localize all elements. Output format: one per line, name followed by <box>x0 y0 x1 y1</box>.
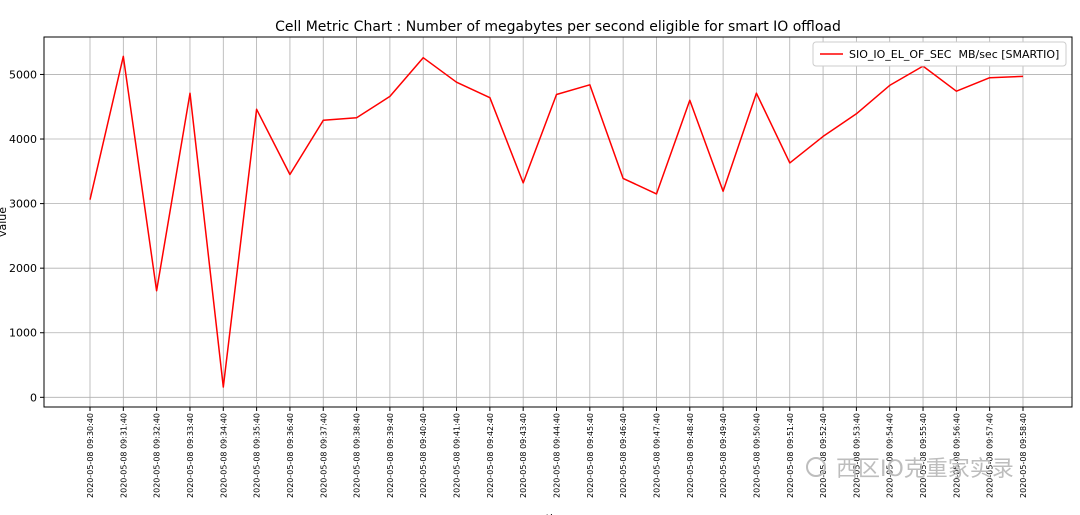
data-point <box>822 135 825 138</box>
data-point <box>355 116 358 119</box>
x-tick-label: 2020-05-08 09:42:40 <box>486 413 495 498</box>
x-tick-label: 2020-05-08 09:31:40 <box>119 413 128 498</box>
y-tick-label: 1000 <box>9 327 37 340</box>
data-point <box>555 93 558 96</box>
data-point <box>322 119 325 122</box>
data-point <box>422 56 425 59</box>
x-tick-label: 2020-05-08 09:30:40 <box>86 413 95 498</box>
y-axis-ticks: 0 1000 2000 3000 4000 5000 <box>9 68 44 404</box>
x-tick-label: 2020-05-08 09:34:40 <box>219 413 228 498</box>
watermark: 西区IO克重家实录 <box>806 457 1014 482</box>
y-tick-label: 0 <box>30 391 37 404</box>
x-tick-label: 2020-05-08 09:57:40 <box>986 413 995 498</box>
data-point <box>188 92 191 95</box>
data-point <box>888 84 891 87</box>
data-point <box>722 190 725 193</box>
x-tick-label: 2020-05-08 09:53:40 <box>852 413 861 498</box>
data-point <box>89 198 92 201</box>
data-point <box>255 108 258 111</box>
x-tick-label: 2020-05-08 09:58:40 <box>1019 413 1028 498</box>
data-point <box>155 289 158 292</box>
data-point <box>455 81 458 84</box>
y-tick-label: 2000 <box>9 262 37 275</box>
legend: SIO_IO_EL_OF_SEC MB/sec [SMARTIO] <box>812 41 1067 67</box>
x-tick-label: 2020-05-08 09:40:40 <box>419 413 428 498</box>
x-tick-label: 2020-05-08 09:36:40 <box>286 413 295 498</box>
x-tick-label: 2020-05-08 09:56:40 <box>952 413 961 498</box>
x-axis-label: time <box>546 512 571 515</box>
y-tick-label: 5000 <box>9 68 37 81</box>
wechat-icon <box>806 457 826 477</box>
x-tick-label: 2020-05-08 09:41:40 <box>453 413 462 498</box>
data-point <box>122 55 125 58</box>
y-tick-label: 4000 <box>9 133 37 146</box>
x-tick-label: 2020-05-08 09:45:40 <box>586 413 595 498</box>
x-tick-label: 2020-05-08 09:44:40 <box>553 413 562 498</box>
data-point <box>688 99 691 102</box>
x-tick-label: 2020-05-08 09:51:40 <box>786 413 795 498</box>
data-point <box>855 112 858 115</box>
watermark-text: 西区IO克重家实录 <box>836 457 1014 482</box>
x-tick-label: 2020-05-08 09:54:40 <box>886 413 895 498</box>
legend-label: SIO_IO_EL_OF_SEC MB/sec [SMARTIO] <box>849 48 1059 61</box>
grid <box>44 37 1072 407</box>
y-tick-label: 3000 <box>9 198 37 211</box>
data-point <box>588 83 591 86</box>
data-point <box>955 90 958 93</box>
x-axis-ticks: 2020-05-08 09:30:40 2020-05-08 09:31:40 20… <box>86 407 1028 498</box>
x-tick-label: 2020-05-08 09:50:40 <box>752 413 761 498</box>
legend-box <box>812 41 1067 67</box>
series-line <box>89 55 1024 388</box>
data-point <box>788 161 791 164</box>
x-tick-label: 2020-05-08 09:37:40 <box>319 413 328 498</box>
plot-frame <box>43 36 1073 408</box>
x-tick-label: 2020-05-08 09:32:40 <box>153 413 162 498</box>
x-tick-label: 2020-05-08 09:52:40 <box>819 413 828 498</box>
x-tick-label: 2020-05-08 09:48:40 <box>686 413 695 498</box>
data-point <box>622 177 625 180</box>
x-tick-label: 2020-05-08 09:49:40 <box>719 413 728 498</box>
data-point <box>488 96 491 99</box>
x-tick-label: 2020-05-08 09:33:40 <box>186 413 195 498</box>
data-point <box>288 173 291 176</box>
data-point <box>988 76 991 79</box>
x-tick-label: 2020-05-08 09:35:40 <box>253 413 262 498</box>
data-point <box>1022 75 1025 78</box>
x-tick-label: 2020-05-08 09:39:40 <box>386 413 395 498</box>
x-tick-label: 2020-05-08 09:38:40 <box>353 413 362 498</box>
y-axis-label: value <box>0 207 9 237</box>
x-tick-label: 2020-05-08 09:46:40 <box>619 413 628 498</box>
x-tick-label: 2020-05-08 09:47:40 <box>652 413 661 498</box>
chart-title: Cell Metric Chart : Number of megabytes … <box>275 19 841 35</box>
series-layer <box>89 55 1025 388</box>
data-point <box>388 95 391 98</box>
data-point <box>222 385 225 388</box>
data-point <box>522 181 525 184</box>
x-tick-label: 2020-05-08 09:43:40 <box>519 413 528 498</box>
data-point <box>755 92 758 95</box>
data-point <box>655 192 658 195</box>
x-tick-label: 2020-05-08 09:55:40 <box>919 413 928 498</box>
